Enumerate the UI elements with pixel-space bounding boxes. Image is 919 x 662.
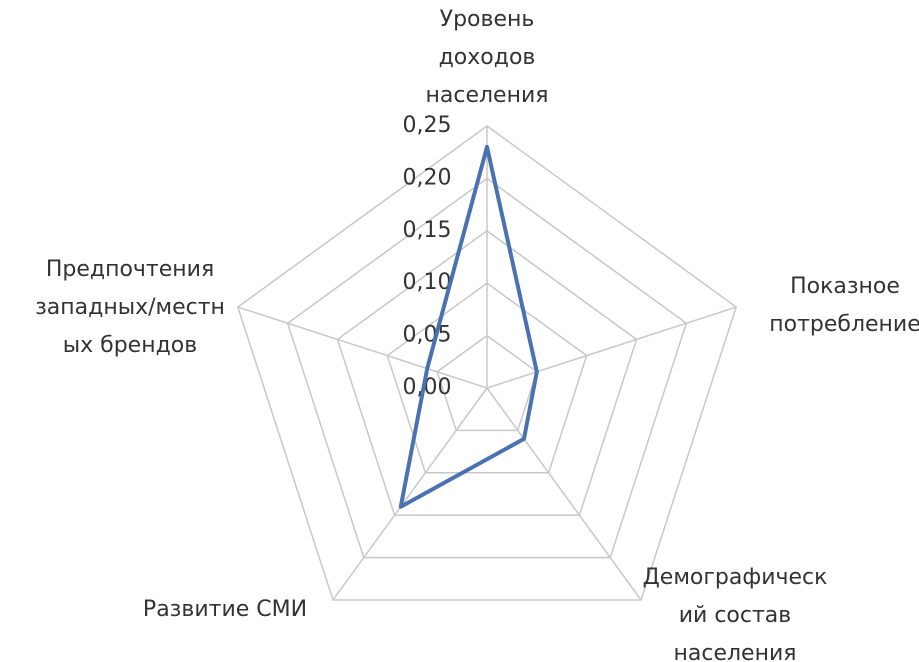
- grid-ring: [236, 125, 738, 601]
- axis-label: Предпочтения: [46, 257, 214, 282]
- axis-spoke: [486, 306, 737, 389]
- axis-label: Уровень: [440, 7, 535, 32]
- r-tick-label: 0,15: [403, 218, 452, 243]
- grid-ring: [386, 282, 588, 474]
- axis-label: Демографическ: [643, 565, 828, 590]
- axis-label: доходов: [439, 45, 536, 70]
- series-line: [398, 144, 539, 509]
- axis-label: Показное: [790, 274, 900, 299]
- axis-label: ых брендов: [63, 333, 197, 358]
- grid-ring: [336, 229, 638, 516]
- r-tick-label: 0,10: [403, 270, 452, 295]
- axis-spoke: [332, 387, 488, 601]
- r-tick-label: 0,20: [403, 165, 452, 190]
- axis-label: Развитие СМИ: [143, 597, 307, 622]
- axis-label: западных/местн: [35, 295, 225, 320]
- r-tick-label: 0,25: [403, 113, 452, 138]
- r-tick-label: 0,05: [403, 323, 452, 348]
- grid-ring: [436, 334, 538, 432]
- axis-label: населения: [425, 83, 548, 108]
- axis-label: потребление: [769, 312, 919, 337]
- axis-label: ий состав: [679, 603, 792, 628]
- axis-label: населения: [673, 641, 796, 662]
- axis-spoke: [237, 306, 488, 389]
- axis-spoke: [486, 387, 642, 601]
- grid-ring: [286, 177, 688, 559]
